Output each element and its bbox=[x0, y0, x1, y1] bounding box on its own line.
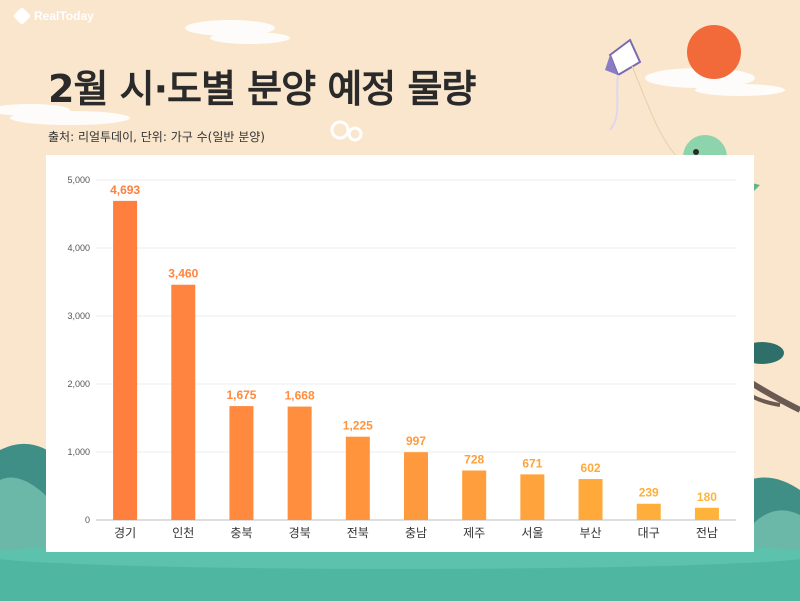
chart-card: 0 1,000 2,000 3,000 4,000 5,000 4,693 경기 3,460 인천… bbox=[46, 155, 754, 552]
bar-chart: 0 1,000 2,000 3,000 4,000 5,000 4,693 경기 3,460 인천… bbox=[67, 175, 736, 540]
bar-전남 bbox=[694, 507, 719, 520]
bar-대구 bbox=[636, 503, 661, 520]
value-label: 671 bbox=[522, 456, 542, 470]
category-label: 제주 bbox=[463, 526, 485, 540]
category-label: 인천 bbox=[172, 525, 194, 540]
source-note: 출처: 리얼투데이, 단위: 가구 수(일반 분양) bbox=[48, 130, 265, 144]
brand-name: RealToday bbox=[34, 9, 94, 23]
y-tick-label: 3,000 bbox=[67, 311, 90, 321]
value-label: 1,225 bbox=[343, 419, 373, 433]
bar-서울 bbox=[520, 474, 545, 520]
brand-logo: RealToday bbox=[12, 6, 94, 26]
value-label: 602 bbox=[581, 461, 601, 475]
swirl-cloud-icon bbox=[330, 120, 363, 142]
sun-icon bbox=[687, 25, 741, 79]
value-label: 1,675 bbox=[226, 388, 256, 402]
bar-인천 bbox=[171, 284, 196, 520]
value-label: 1,668 bbox=[285, 389, 315, 403]
category-label: 충남 bbox=[405, 526, 427, 540]
bar-충남 bbox=[404, 452, 428, 520]
brand-cube-icon bbox=[12, 6, 32, 26]
value-label: 4,693 bbox=[110, 183, 140, 197]
value-label: 239 bbox=[639, 486, 659, 500]
y-tick-label: 0 bbox=[85, 515, 90, 525]
category-label: 경기 bbox=[114, 526, 136, 540]
category-label: 전남 bbox=[696, 526, 718, 540]
y-tick-label: 4,000 bbox=[67, 243, 90, 253]
bar-전북 bbox=[345, 436, 370, 520]
bar-제주 bbox=[462, 470, 487, 520]
bar-경북 bbox=[287, 406, 312, 520]
y-tick-label: 5,000 bbox=[67, 175, 90, 185]
bar-경기 bbox=[113, 200, 138, 520]
page-title: 2월 시·도별 분양 예정 물량 bbox=[48, 67, 476, 111]
value-label: 180 bbox=[697, 490, 717, 504]
category-label: 대구 bbox=[638, 526, 660, 540]
bar-부산 bbox=[578, 479, 603, 520]
category-label: 서울 bbox=[521, 526, 543, 540]
y-tick-label: 1,000 bbox=[67, 447, 90, 457]
kite-icon bbox=[605, 38, 681, 161]
value-label: 3,460 bbox=[168, 267, 198, 281]
cloud-icon bbox=[0, 20, 785, 125]
value-label: 997 bbox=[406, 434, 426, 448]
category-label: 전북 bbox=[347, 526, 369, 540]
value-label: 728 bbox=[464, 452, 484, 466]
bar-충북 bbox=[229, 406, 254, 520]
category-label: 경북 bbox=[289, 526, 311, 540]
category-label: 충북 bbox=[230, 526, 252, 540]
category-label: 부산 bbox=[579, 526, 601, 540]
y-tick-label: 2,000 bbox=[67, 379, 90, 389]
